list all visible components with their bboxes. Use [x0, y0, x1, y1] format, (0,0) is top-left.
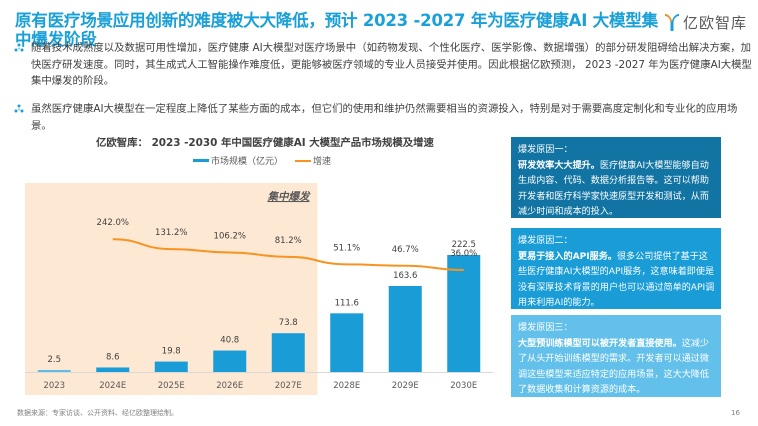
growth-value-label: 81.2% — [275, 236, 302, 246]
y-logo-icon — [665, 14, 679, 31]
bar-2024E — [96, 367, 130, 372]
reason-bold: 研发效率大大提升。 — [518, 160, 600, 171]
reason-card-2: 爆发原因二： 更易于接入的API服务。很多公司提供了基于这些医疗健康AI大模型的… — [511, 228, 721, 309]
page-title: 原有医疗场景应用创新的难度被大大降低，预计 2023 -2027 年为医疗健康A… — [15, 11, 658, 49]
x-tick-label: 2027E — [275, 381, 302, 391]
page-number: 16 — [731, 409, 740, 417]
chart-plot: 集中爆发 2.5 2023 8.6 2024E 19.8 2025E 40.8 2026E 73.… — [25, 183, 493, 395]
growth-value-label: 106.2% — [214, 232, 246, 242]
bullet-text: 虽然医疗健康AI大模型在一定程度上降低了某些方面的成本，但它们的使用和维护仍然需… — [31, 103, 738, 132]
bullet-text: 随着技术成熟度以及数据可用性增加，医疗健康 AI大模型对医疗场景中（如药物发现、… — [31, 42, 752, 88]
reason-text: 很多公司提供了基于这些医疗健康AI大模型的API服务，这意味着即使是没有深厚技术… — [518, 251, 715, 309]
growth-line — [112, 238, 464, 271]
x-tick-label: 2028E — [333, 381, 360, 391]
bar-2029E — [388, 285, 422, 372]
highlight-label: 集中爆发 — [267, 190, 311, 203]
reason-card-3: 爆发原因三： 大型预训练模型可以被开发者直接使用。这减少了从头开始训练模型的需求… — [511, 315, 721, 397]
growth-value-label: 36.0% — [450, 249, 477, 259]
bar-2023 — [37, 370, 71, 372]
x-tick-label: 2026E — [216, 381, 243, 391]
bar-2027E — [271, 333, 305, 372]
bar-value-label: 73.8 — [279, 318, 298, 328]
chart-legend: 市场规模（亿元） 增速 — [193, 154, 331, 167]
chart-title: 亿欧智库： 2023 -2030 年中国医疗健康AI 大模型产品市场规模及增速 — [96, 137, 434, 149]
reason-bold: 大型预训练模型可以被开发者直接使用。 — [518, 338, 682, 349]
reason-text: 这减少了从头开始训练模型的需求。开发者可以通过微调这些模型来适应特定的应用场景，… — [518, 338, 709, 396]
legend-label-growth: 增速 — [313, 157, 332, 167]
growth-value-label: 131.2% — [155, 228, 187, 238]
x-tick-label: 2023 — [43, 381, 65, 391]
x-tick-label: 2024E — [99, 381, 126, 391]
data-source-note: 数据来源：专家访谈、公开资料、经亿欧整理绘制。 — [17, 409, 178, 417]
reason-heading: 爆发原因二： — [518, 236, 573, 246]
bar-2025E — [154, 361, 188, 372]
x-tick-label: 2029E — [392, 381, 419, 391]
bar-value-label: 111.6 — [335, 298, 359, 308]
legend-label-market-size: 市场规模（亿元） — [211, 157, 284, 167]
growth-value-label: 51.1% — [333, 243, 360, 253]
x-tick-label: 2030E — [450, 381, 477, 391]
bar-value-label: 40.8 — [220, 336, 239, 346]
reason-heading: 爆发原因一： — [518, 145, 573, 155]
bar-2026E — [213, 350, 247, 372]
logo: 亿欧智库 — [664, 10, 747, 34]
dots-bullet-icon — [14, 43, 24, 52]
legend-line-swatch — [295, 159, 312, 162]
growth-value-label: 46.7% — [392, 245, 419, 255]
reason-bold: 更易于接入的API服务。 — [518, 251, 617, 262]
reason-text: 医疗健康AI大模型能够自动生成内容、代码、数据分析报告等。这可以帮助开发者和医疗… — [518, 160, 709, 218]
bullet-item: 随着技术成熟度以及数据可用性增加，医疗健康 AI大模型对医疗场景中（如药物发现、… — [14, 40, 754, 90]
dots-bullet-icon — [14, 104, 24, 113]
logo-text: 亿欧智库 — [683, 13, 748, 32]
bar-value-label: 2.5 — [47, 355, 61, 365]
bar-value-label: 8.6 — [106, 352, 120, 362]
bullet-item: 虽然医疗健康AI大模型在一定程度上降低了某些方面的成本，但它们的使用和维护仍然需… — [14, 101, 754, 134]
reason-heading: 爆发原因三： — [518, 323, 573, 333]
legend-bar-swatch — [193, 158, 209, 163]
reason-card-1: 爆发原因一： 研发效率大大提升。医疗健康AI大模型能够自动生成内容、代码、数据分… — [511, 137, 721, 218]
bar-value-label: 222.5 — [452, 240, 476, 250]
bar-value-label: 163.6 — [393, 271, 417, 281]
bar-2028E — [330, 313, 364, 372]
highlight-band — [25, 183, 318, 395]
x-tick-label: 2025E — [158, 381, 185, 391]
bar-2030E — [447, 255, 481, 372]
growth-value-label: 242.0% — [97, 218, 129, 228]
bar-value-label: 19.8 — [162, 347, 181, 357]
